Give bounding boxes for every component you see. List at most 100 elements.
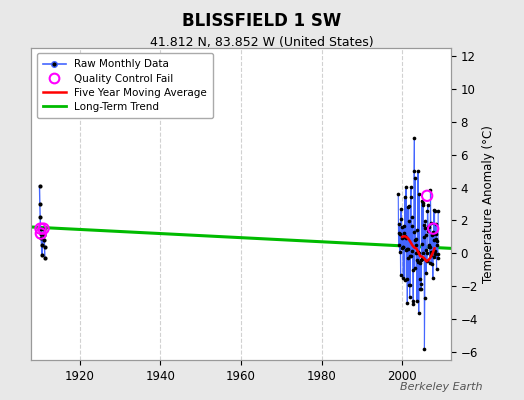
Point	[401, 194, 409, 200]
Text: BLISSFIELD 1 SW: BLISSFIELD 1 SW	[182, 12, 342, 30]
Point	[422, 232, 430, 238]
Point	[36, 201, 44, 207]
Point	[40, 237, 48, 243]
Point	[39, 226, 48, 232]
Point	[419, 250, 428, 256]
Point	[422, 270, 430, 276]
Point	[427, 220, 435, 226]
Point	[409, 229, 418, 236]
Point	[413, 298, 421, 304]
Point	[420, 345, 429, 352]
Point	[396, 249, 404, 256]
Point	[425, 244, 434, 250]
Point	[400, 230, 409, 236]
Point	[407, 253, 416, 259]
Point	[420, 222, 428, 229]
Point	[396, 230, 405, 237]
Point	[418, 240, 427, 247]
Point	[414, 168, 422, 174]
Point	[400, 277, 409, 284]
Point	[402, 184, 410, 190]
Point	[428, 231, 436, 237]
Point	[421, 224, 429, 231]
Point	[404, 246, 412, 252]
Point	[420, 234, 428, 240]
Point	[430, 206, 438, 213]
Point	[409, 298, 417, 304]
Point	[36, 226, 45, 232]
Point	[397, 245, 406, 252]
Point	[431, 248, 440, 254]
Text: Berkeley Earth: Berkeley Earth	[400, 382, 482, 392]
Y-axis label: Temperature Anomaly (°C): Temperature Anomaly (°C)	[482, 125, 495, 283]
Point	[414, 259, 422, 265]
Point	[412, 256, 421, 263]
Point	[429, 226, 438, 232]
Point	[433, 250, 442, 257]
Point	[397, 206, 405, 213]
Point	[411, 175, 419, 181]
Point	[405, 281, 413, 288]
Point	[424, 224, 432, 231]
Point	[41, 255, 49, 261]
Point	[394, 190, 402, 197]
Point	[404, 255, 412, 262]
Point	[430, 208, 439, 214]
Point	[431, 236, 440, 242]
Point	[405, 203, 413, 209]
Point	[418, 198, 426, 204]
Point	[40, 244, 49, 250]
Point	[36, 214, 45, 220]
Point	[434, 255, 442, 261]
Point	[415, 191, 423, 197]
Point	[398, 244, 407, 250]
Point	[429, 274, 437, 281]
Point	[395, 221, 403, 227]
Point	[403, 245, 411, 252]
Point	[428, 261, 436, 267]
Point	[423, 250, 431, 256]
Point	[419, 200, 427, 206]
Point	[410, 264, 419, 271]
Point	[39, 226, 48, 232]
Point	[430, 236, 439, 243]
Point	[417, 257, 425, 263]
Point	[408, 214, 416, 221]
Point	[421, 218, 430, 224]
Point	[37, 230, 45, 237]
Point	[407, 194, 415, 200]
Point	[416, 259, 424, 266]
Point	[401, 233, 409, 239]
Point	[411, 236, 420, 243]
Point	[400, 234, 408, 240]
Point	[35, 183, 43, 189]
Point	[423, 208, 432, 214]
Point	[429, 229, 438, 235]
Point	[422, 247, 431, 254]
Point	[410, 168, 418, 174]
Point	[397, 216, 406, 222]
Point	[413, 249, 422, 255]
Point	[415, 250, 423, 256]
Point	[427, 251, 435, 258]
Point	[432, 231, 440, 237]
Point	[417, 281, 425, 288]
Point	[429, 254, 438, 260]
Point	[432, 266, 441, 272]
Point	[425, 242, 433, 248]
Point	[416, 286, 424, 292]
Text: 41.812 N, 83.852 W (United States): 41.812 N, 83.852 W (United States)	[150, 36, 374, 49]
Point	[418, 256, 427, 262]
Point	[395, 230, 403, 236]
Point	[402, 235, 410, 241]
Point	[425, 260, 434, 266]
Point	[433, 238, 441, 245]
Point	[428, 231, 436, 238]
Point	[401, 247, 410, 254]
Point	[432, 221, 440, 228]
Point	[37, 230, 45, 237]
Point	[405, 218, 413, 224]
Point	[399, 222, 408, 229]
Point	[38, 252, 46, 258]
Point	[410, 135, 419, 142]
